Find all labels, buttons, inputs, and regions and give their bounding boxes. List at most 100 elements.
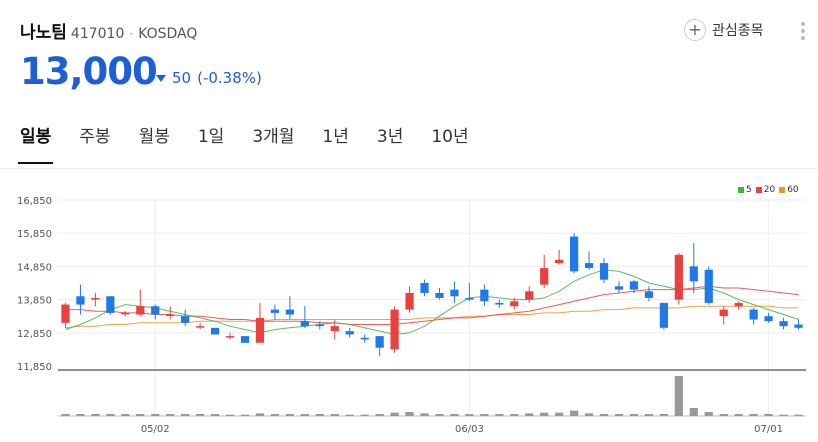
chart-legend: 5 20 60 xyxy=(734,185,799,195)
volume-bar xyxy=(734,414,743,416)
volume-bar xyxy=(525,413,534,416)
legend-ma60: 60 xyxy=(787,185,799,195)
y-tick-label: 14,850 xyxy=(17,262,52,273)
candle-body xyxy=(196,326,205,328)
volume-bar xyxy=(764,414,773,416)
volume-bar xyxy=(285,414,294,416)
tab-daily[interactable]: 일봉 xyxy=(17,122,54,164)
volume-bar xyxy=(599,414,609,416)
market-name: KOSDAQ xyxy=(138,26,198,42)
candle-body xyxy=(495,302,504,305)
volume-bar xyxy=(255,413,265,416)
volume-bar xyxy=(405,412,414,416)
candle-body xyxy=(420,283,429,293)
candle-body xyxy=(659,302,668,328)
volume-bar xyxy=(480,414,489,416)
volume-bar xyxy=(61,414,70,416)
candle-body xyxy=(435,292,444,298)
volume-bar xyxy=(420,413,429,416)
candle-body xyxy=(749,309,758,320)
tab-3years[interactable]: 3년 xyxy=(376,127,404,147)
x-tick-label: 07/01 xyxy=(754,424,783,435)
tab-1day[interactable]: 1일 xyxy=(197,127,225,147)
y-tick-label: 11,850 xyxy=(17,362,52,373)
down-triangle-icon xyxy=(156,74,166,82)
volume-bar xyxy=(704,412,713,416)
candle-body xyxy=(540,268,549,285)
legend-ma20: 20 xyxy=(763,185,776,195)
candle-body xyxy=(166,314,175,317)
candle-body xyxy=(704,269,713,303)
volume-bar xyxy=(166,414,175,416)
candle-body xyxy=(315,324,324,327)
candle-body xyxy=(599,263,609,280)
favorite-label: 관심종목 xyxy=(712,23,764,39)
candle-body xyxy=(61,304,70,323)
candle-body xyxy=(345,331,354,335)
volume-bar xyxy=(749,414,758,416)
volume-bar xyxy=(629,414,639,416)
candle-body xyxy=(525,291,534,300)
volume-bar xyxy=(330,414,339,416)
volume-bar xyxy=(555,412,564,416)
legend-swatch-ma60 xyxy=(779,187,786,193)
candle-body xyxy=(270,309,280,313)
volume-bar xyxy=(360,414,369,416)
candle-body xyxy=(614,286,624,290)
change-percent: (-0.38%) xyxy=(197,69,262,87)
volume-bar xyxy=(674,376,683,416)
volume-bar xyxy=(270,414,280,416)
volume-bar xyxy=(181,414,190,416)
candle-body xyxy=(510,301,519,307)
add-favorite-button[interactable]: + 관심종목 xyxy=(684,19,764,41)
candle-body xyxy=(285,309,294,315)
volume-bar xyxy=(225,414,235,416)
stock-code: 417010 xyxy=(70,26,125,42)
volume-bar xyxy=(584,413,594,416)
candle-body xyxy=(465,297,474,300)
candle-body xyxy=(570,236,579,272)
tab-monthly[interactable]: 월봉 xyxy=(138,127,170,147)
volume-bar xyxy=(614,414,624,416)
volume-bar xyxy=(390,412,399,416)
volume-bar xyxy=(510,414,519,416)
tab-10years[interactable]: 10년 xyxy=(431,127,469,147)
candle-body xyxy=(689,266,698,282)
candle-body xyxy=(255,317,265,343)
candle-body xyxy=(360,337,369,340)
candle-body xyxy=(225,336,235,338)
volume-bar xyxy=(495,414,504,416)
tab-weekly[interactable]: 주봉 xyxy=(79,127,111,147)
candle-body xyxy=(136,306,145,315)
legend-swatch-ma20 xyxy=(755,187,762,193)
tab-3months[interactable]: 3개월 xyxy=(252,127,295,147)
legend-swatch-ma5 xyxy=(738,187,744,193)
y-tick-label: 15,850 xyxy=(17,229,52,240)
period-tabs: 일봉 주봉 월봉 1일 3개월 1년 3년 10년 xyxy=(17,122,497,164)
volume-bar xyxy=(240,414,250,416)
volume-bar xyxy=(689,408,698,416)
volume-bar xyxy=(450,414,459,416)
volume-bar xyxy=(121,414,130,416)
candle-body xyxy=(151,306,160,315)
ma60-line xyxy=(65,305,799,329)
volume-bar xyxy=(435,414,444,416)
candle-body xyxy=(210,327,220,335)
tab-divider xyxy=(0,168,818,169)
volume-bar xyxy=(570,410,579,416)
more-vertical-icon[interactable] xyxy=(798,22,808,42)
candle-body xyxy=(629,281,639,290)
volume-bar xyxy=(540,412,549,416)
candle-body xyxy=(584,263,594,269)
candle-body xyxy=(375,336,384,348)
tab-1year[interactable]: 1년 xyxy=(322,127,349,147)
volume-bar xyxy=(106,414,115,416)
candle-body xyxy=(76,296,85,305)
candle-body xyxy=(719,309,728,317)
current-price: 13,000 xyxy=(20,50,158,93)
candle-body xyxy=(764,316,773,322)
volume-bar xyxy=(644,414,654,416)
candle-body xyxy=(794,324,803,328)
volume-bar xyxy=(465,414,474,416)
